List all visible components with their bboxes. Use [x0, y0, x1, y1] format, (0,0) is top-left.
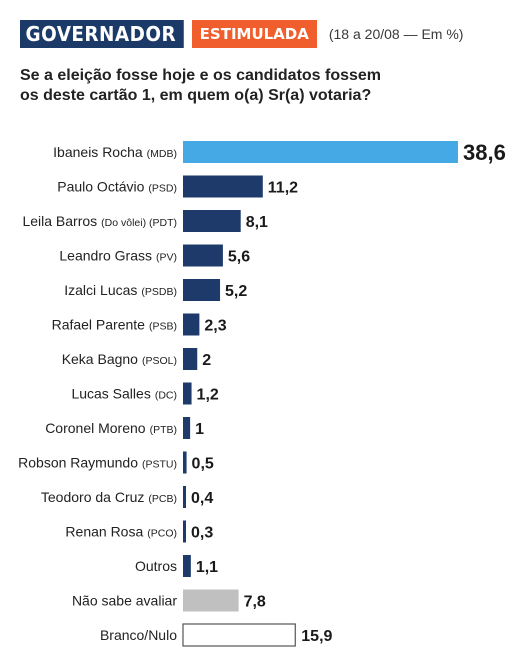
value-label: 0,4 — [191, 490, 213, 507]
bar-1 — [183, 175, 263, 198]
value-label: 0,5 — [192, 456, 214, 473]
category-label: Leila Barros (Do vôlei) (PDT) — [22, 213, 177, 229]
category-label: Keka Bagno (PSOL) — [62, 351, 177, 367]
bar-3 — [183, 244, 223, 267]
value-label: 2,3 — [204, 318, 226, 335]
candidate-party: (PSDB) — [141, 286, 177, 298]
candidate-party: (MDB) — [147, 148, 177, 160]
bar-10 — [183, 486, 186, 508]
bar-9 — [183, 451, 187, 474]
value-label: 2 — [202, 352, 211, 369]
value-label: 15,9 — [301, 628, 332, 645]
candidate-name: Lucas Salles — [71, 386, 150, 402]
bar-8 — [183, 417, 191, 439]
candidate-name: Coronel Moreno — [45, 420, 146, 436]
category-label: Rafael Parente (PSB) — [52, 317, 177, 333]
poll-question-line-2: os deste cartão 1, em quem o(a) Sr(a) vo… — [20, 87, 372, 104]
candidate-name: Keka Bagno — [62, 351, 138, 367]
value-label: 5,6 — [228, 249, 250, 266]
candidate-name: Branco/Nulo — [100, 627, 177, 643]
candidate-name: Leila Barros — [22, 213, 97, 229]
bar-14 — [182, 623, 296, 647]
value-label: 8,1 — [246, 214, 268, 231]
candidate-party: (PSOL) — [142, 355, 177, 367]
category-label: Ibaneis Rocha (MDB) — [53, 144, 177, 160]
category-label: Robson Raymundo (PSTU) — [18, 455, 177, 471]
candidate-party: (PSTU) — [142, 459, 177, 471]
value-label: 38,6 — [463, 140, 506, 165]
candidate-name: Ibaneis Rocha — [53, 144, 143, 160]
category-label: Paulo Octávio (PSD) — [57, 179, 177, 195]
candidate-party: (PTB) — [150, 424, 177, 436]
candidate-name: Paulo Octávio — [57, 179, 144, 195]
category-label: Outros — [135, 558, 177, 574]
category-label: Não sabe avaliar — [72, 593, 177, 609]
value-label: 7,8 — [244, 594, 266, 611]
candidate-party: (PCO) — [147, 528, 177, 540]
category-label: Teodoro da Cruz (PCB) — [41, 489, 177, 505]
candidate-name: Izalci Lucas — [64, 282, 137, 298]
value-label: 5,2 — [225, 283, 247, 300]
candidate-name: Leandro Grass — [59, 248, 152, 264]
candidate-name: Outros — [135, 558, 177, 574]
header-title: GOVERNADOR — [20, 20, 184, 48]
bar-0 — [183, 141, 458, 163]
candidate-party: (PSD) — [148, 183, 177, 195]
bar-7 — [183, 382, 192, 405]
candidate-name: Robson Raymundo — [18, 455, 138, 471]
bar-chart: Ibaneis Rocha (MDB) 38,6 Paulo Octávio (PSD)… — [18, 140, 506, 647]
candidate-name: Rafael Parente — [52, 317, 146, 333]
bar-12 — [183, 555, 191, 577]
candidate-name: Teodoro da Cruz — [41, 489, 145, 505]
candidate-party: (Do vôlei) (PDT) — [101, 217, 177, 229]
poll-question: Se a eleição fosse hoje e os candidatos … — [20, 66, 460, 106]
poll-question-line-1: Se a eleição fosse hoje e os candidatos … — [20, 67, 382, 84]
bar-4 — [183, 279, 221, 301]
bar-11 — [183, 520, 186, 543]
category-label: Renan Rosa (PCO) — [65, 524, 177, 540]
value-label: 11,2 — [268, 180, 298, 197]
category-label: Izalci Lucas (PSDB) — [64, 282, 177, 298]
bar-13 — [183, 589, 239, 612]
candidate-party: (DC) — [155, 390, 177, 402]
candidate-party: (PV) — [156, 252, 177, 264]
value-label: 0,3 — [191, 525, 213, 542]
candidate-name: Renan Rosa — [65, 524, 143, 540]
bar-2 — [183, 210, 241, 232]
category-label: Lucas Salles (DC) — [71, 386, 177, 402]
value-label: 1,1 — [196, 559, 218, 576]
chart-header: GOVERNADOR ESTIMULADA (18 a 20/08 — Em %… — [20, 20, 463, 48]
value-label: 1 — [195, 421, 204, 438]
candidate-name: Não sabe avaliar — [72, 593, 177, 609]
category-label: Coronel Moreno (PTB) — [45, 420, 177, 436]
header-subtitle: ESTIMULADA — [191, 20, 317, 48]
category-label: Leandro Grass (PV) — [59, 248, 177, 264]
category-label: Branco/Nulo — [100, 627, 177, 643]
candidate-party: (PCB) — [148, 493, 177, 505]
header-note: (18 a 20/08 — Em %) — [328, 26, 464, 42]
bar-6 — [183, 348, 198, 370]
bar-5 — [183, 313, 200, 336]
value-label: 1,2 — [197, 387, 219, 404]
candidate-party: (PSB) — [149, 321, 177, 333]
